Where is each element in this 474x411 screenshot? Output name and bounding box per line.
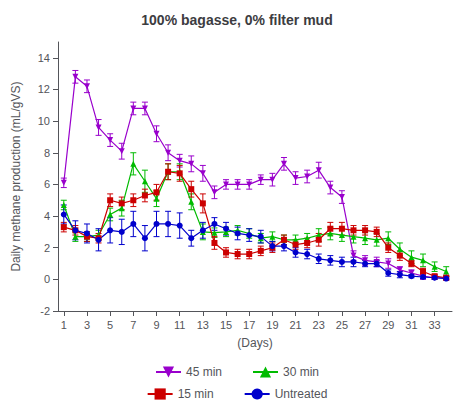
- svg-text:100% bagasse, 0% filter mud: 100% bagasse, 0% filter mud: [141, 12, 332, 28]
- svg-text:15: 15: [220, 319, 232, 331]
- svg-text:33: 33: [428, 319, 440, 331]
- svg-text:0: 0: [44, 273, 50, 285]
- svg-text:10: 10: [38, 115, 50, 127]
- svg-text:(Days): (Days): [237, 336, 272, 350]
- svg-text:21: 21: [289, 319, 301, 331]
- svg-text:31: 31: [405, 319, 417, 331]
- svg-text:Daily methane production (mL/g: Daily methane production (mL/gVS): [9, 81, 23, 271]
- svg-text:4: 4: [44, 210, 50, 222]
- svg-text:12: 12: [38, 83, 50, 95]
- svg-text:25: 25: [336, 319, 348, 331]
- svg-text:9: 9: [153, 319, 159, 331]
- svg-text:Untreated: Untreated: [275, 387, 328, 401]
- svg-text:1: 1: [61, 319, 67, 331]
- svg-text:19: 19: [266, 319, 278, 331]
- svg-text:5: 5: [107, 319, 113, 331]
- svg-text:2: 2: [44, 242, 50, 254]
- svg-text:27: 27: [359, 319, 371, 331]
- svg-text:15 min: 15 min: [178, 387, 214, 401]
- svg-text:7: 7: [130, 319, 136, 331]
- svg-text:-2: -2: [40, 305, 50, 317]
- svg-text:3: 3: [84, 319, 90, 331]
- svg-text:13: 13: [197, 319, 209, 331]
- svg-text:29: 29: [382, 319, 394, 331]
- svg-text:23: 23: [313, 319, 325, 331]
- svg-text:45 min: 45 min: [186, 365, 222, 379]
- svg-text:6: 6: [44, 178, 50, 190]
- svg-text:11: 11: [174, 319, 185, 331]
- svg-text:30 min: 30 min: [283, 365, 319, 379]
- svg-text:8: 8: [44, 147, 50, 159]
- svg-text:17: 17: [243, 319, 255, 331]
- svg-text:14: 14: [38, 52, 50, 64]
